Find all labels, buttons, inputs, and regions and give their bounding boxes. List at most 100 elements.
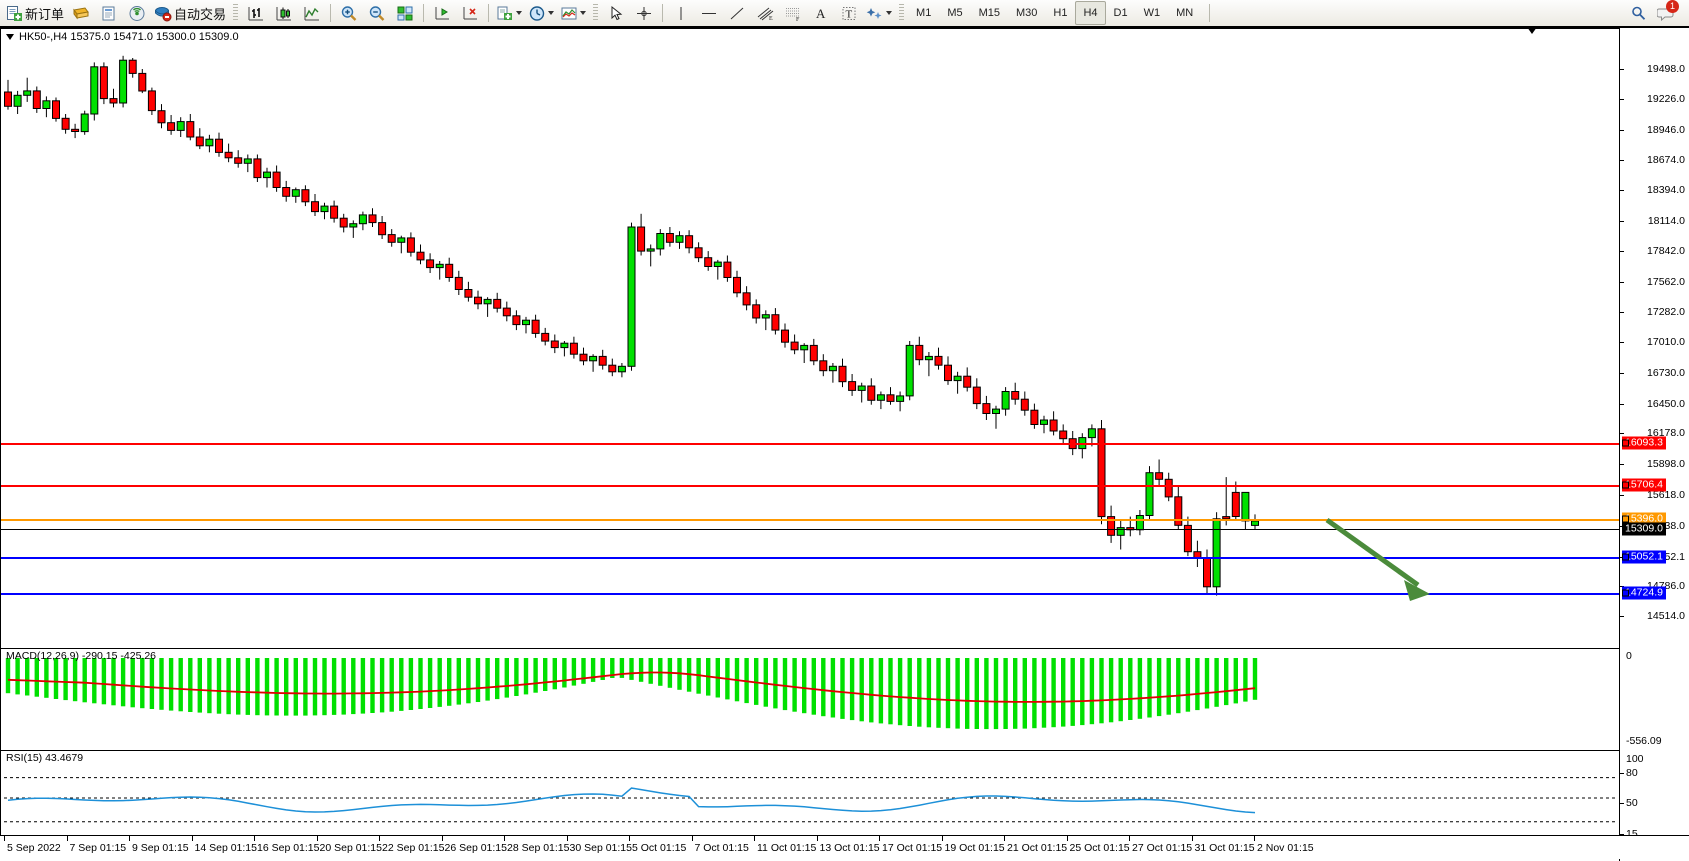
price-label-resistance-2[interactable]: 15706.4 (1622, 478, 1666, 492)
auto-scroll-button[interactable] (456, 1, 484, 25)
period-button[interactable] (525, 1, 557, 25)
price-tick-label: 18394.0 (1647, 184, 1685, 197)
price-tick-mark (1620, 494, 1624, 496)
horizontal-line-button[interactable] (695, 1, 723, 25)
vertical-line-button[interactable] (667, 1, 695, 25)
text-label-button[interactable]: A (807, 1, 835, 25)
price-label-current-price[interactable]: 15309.0 (1622, 522, 1666, 536)
chart-menu-triangle-icon[interactable] (6, 34, 14, 40)
rsi-caption[interactable]: RSI(15) 43.4679 (6, 752, 84, 764)
wallet-button[interactable] (67, 1, 95, 25)
templates-button[interactable] (557, 1, 589, 25)
price-line-handle-support-1[interactable] (1622, 553, 1629, 561)
timeframe-m15[interactable]: M15 (978, 7, 1000, 19)
search-button[interactable] (1625, 1, 1653, 25)
time-tick-label: 2 Nov 01:15 (1257, 842, 1314, 854)
toolbar-grip-3[interactable] (899, 4, 905, 22)
time-tick-mark (629, 836, 630, 841)
templates-caret-icon[interactable] (580, 11, 587, 15)
fibonacci-retracement-button[interactable]: F (779, 1, 807, 25)
indicators-caret-icon[interactable] (516, 11, 523, 15)
toolbar-grip-1[interactable] (233, 4, 239, 22)
time-tick-label: 26 Sep 01:15 (444, 842, 507, 854)
time-tick-mark (1129, 836, 1130, 841)
time-tick-mark (66, 836, 68, 841)
signal-button[interactable] (123, 1, 151, 25)
line-chart-button[interactable] (298, 1, 326, 25)
timeframe-w1[interactable]: W1 (1143, 7, 1161, 19)
toolbar-grip-2[interactable] (593, 4, 599, 22)
price-line-handle-resistance-1[interactable] (1622, 439, 1629, 447)
price-scale[interactable]: 19498.0 19226.0 18946.0 18674.0 18394.0 18114… (1619, 28, 1689, 861)
symbol-header: HK50-,H4 15375.0 15471.0 15300.0 15309.0 (6, 31, 239, 43)
price-label-resistance-1[interactable]: 16093.3 (1622, 436, 1666, 450)
time-tick-label: 22 Sep 01:15 (382, 842, 445, 854)
timeframe-d1[interactable]: D1 (1113, 7, 1128, 19)
drawings-button[interactable] (863, 1, 895, 25)
chart-shift-button[interactable] (428, 1, 456, 25)
drawings-caret-icon[interactable] (886, 11, 893, 15)
time-tick-mark (691, 836, 693, 841)
price-tick-mark (1620, 616, 1624, 617)
macd-tick-0: 0 (1626, 650, 1632, 662)
timeframe-m30[interactable]: M30 (1016, 7, 1038, 19)
rsi-pane[interactable]: RSI(15) 43.4679 (0, 750, 1689, 838)
timeframe-h4[interactable]: H4 (1075, 1, 1106, 25)
cursor-button[interactable] (602, 1, 630, 25)
timeframe-m1[interactable]: M1 (916, 7, 932, 19)
timeframe-mn[interactable]: MN (1176, 7, 1194, 19)
rsi-tick-80: 80 (1626, 767, 1638, 779)
message-count-badge: 1 (1666, 0, 1679, 13)
timeframe-h1[interactable]: H1 (1053, 7, 1068, 19)
messages-button[interactable]: 1 (1653, 0, 1681, 25)
price-line-resistance-1[interactable] (1, 442, 1689, 445)
trendline-button[interactable] (723, 1, 751, 25)
price-line-support-2[interactable] (1, 592, 1689, 595)
time-tick-label: 17 Oct 01:15 (882, 842, 943, 854)
zoom-out-icon (369, 5, 385, 21)
time-tick-mark (1004, 836, 1005, 841)
equidistant-channel-button[interactable]: E (751, 1, 779, 25)
time-tick-label: 20 Sep 01:15 (319, 842, 382, 854)
svg-text:F: F (796, 17, 800, 22)
time-tick-label: 28 Sep 01:15 (507, 842, 570, 854)
period-caret-icon[interactable] (548, 11, 555, 15)
rsi-tick-100: 100 (1626, 753, 1644, 765)
auto-trading-button[interactable]: 自动交易 (151, 1, 229, 25)
price-line-current-price[interactable] (1, 528, 1689, 530)
zoom-in-button[interactable] (335, 1, 363, 25)
time-axis[interactable]: 5 Sep 2022 7 Sep 01:15 9 Sep 01:15 14 Sep 0… (0, 835, 1689, 859)
toolbar-separator-3 (488, 4, 490, 22)
macd-pane[interactable]: MACD(12,26,9) -290.15 -425.26 (0, 648, 1689, 750)
tile-windows-button[interactable] (391, 1, 419, 25)
crosshair-button[interactable] (630, 1, 658, 25)
macd-caption[interactable]: MACD(12,26,9) -290.15 -425.26 (6, 650, 156, 662)
price-line-resistance-2[interactable] (1, 485, 1689, 488)
price-label-support-1[interactable]: 15052.1 (1622, 550, 1666, 564)
bar-chart-button[interactable] (242, 1, 270, 25)
price-tick-label: 19498.0 (1647, 63, 1685, 76)
history-button[interactable] (95, 1, 123, 25)
search-icon (1632, 6, 1646, 20)
chart-window[interactable]: HK50-,H4 15375.0 15471.0 15300.0 15309.0… (0, 26, 1689, 861)
time-tick-mark (754, 836, 755, 841)
indicators-button[interactable] (493, 1, 525, 25)
tile-windows-icon (397, 6, 413, 20)
text-button[interactable]: T (835, 1, 863, 25)
price-tick-mark (1620, 403, 1624, 405)
price-line-support-1[interactable] (1, 556, 1689, 559)
price-label-support-2[interactable]: 14724.9 (1622, 586, 1666, 600)
price-line-handle-resistance-2[interactable] (1622, 481, 1629, 489)
price-pane[interactable] (0, 28, 1689, 648)
text-label-icon: A (816, 6, 826, 21)
zoom-out-button[interactable] (363, 1, 391, 25)
price-line-handle-support-2[interactable] (1622, 589, 1629, 597)
time-tick-mark (504, 836, 505, 841)
price-line-handle-pivot[interactable] (1622, 515, 1629, 523)
timeframe-m5[interactable]: M5 (947, 7, 963, 19)
new-order-button[interactable]: 新订单 (0, 1, 67, 25)
price-tick-mark (1620, 69, 1624, 71)
candlestick-chart-button[interactable] (270, 1, 298, 25)
price-tick-label: 16450.0 (1647, 397, 1685, 410)
price-line-pivot[interactable] (1, 519, 1689, 522)
